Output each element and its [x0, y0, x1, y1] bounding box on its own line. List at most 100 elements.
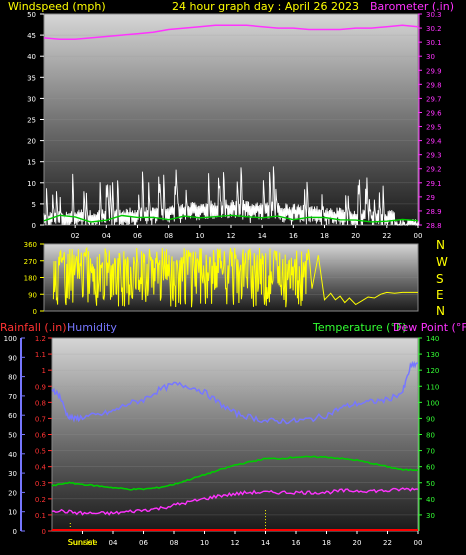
humidity-y-tick-label: 90	[8, 354, 17, 362]
wind-y-tick-label: 0	[32, 222, 36, 230]
barometer-label: Barometer (.in)	[370, 0, 454, 13]
wind-y-tick-label: 25	[27, 117, 36, 125]
dynamic-marks: 0510152025303540455028.828.92929.129.229…	[4, 11, 443, 547]
temp-x-tick-label: 08	[170, 539, 179, 547]
windspeed-line	[43, 166, 420, 227]
wind-y-tick-label: 35	[27, 74, 36, 82]
compass-n-bottom: N	[436, 304, 445, 318]
wind-x-tick-label: 14	[258, 232, 267, 240]
temperature-label: Temperature (°F)	[312, 321, 407, 334]
temp-y-tick-label: 30	[426, 512, 435, 520]
humidity-y-tick-label: 60	[8, 412, 17, 420]
wind-y-tick-label: 5	[32, 201, 36, 209]
temp-x-tick-label: 14	[261, 539, 270, 547]
direction-y-tick-label: 360	[24, 241, 37, 249]
graph-title: 24 hour graph day : April 26 2023	[172, 0, 359, 13]
sunset-label: Sunset	[68, 538, 95, 547]
baro-y-tick-label: 30.1	[426, 39, 442, 47]
humidity-y-tick-label: 80	[8, 374, 17, 382]
wind-y-tick-label: 50	[27, 11, 36, 19]
wind-y-tick-label: 30	[27, 95, 36, 103]
rain-y-tick-label: 0.6	[35, 432, 47, 440]
humidity-y-tick-label: 40	[8, 451, 17, 459]
humidity-y-tick-label: 0	[13, 528, 17, 536]
baro-y-tick-label: 29.7	[426, 95, 442, 103]
rainfall-label: Rainfall (.in)	[0, 321, 67, 334]
compass-e: E	[436, 288, 444, 302]
temp-y-tick-label: 120	[426, 367, 439, 375]
windspeed-label: Windspeed (mph)	[8, 0, 106, 13]
wind-x-tick-label: 08	[164, 232, 173, 240]
wind-x-tick-label: 16	[289, 232, 298, 240]
wind-x-tick-label: 10	[195, 232, 204, 240]
temp-x-tick-label: 00	[414, 539, 423, 547]
wind-y-tick-label: 15	[27, 159, 36, 167]
wind-x-tick-label: 20	[351, 232, 360, 240]
humidity-y-tick-label: 10	[8, 509, 17, 517]
baro-y-tick-label: 29.8	[426, 81, 442, 89]
compass-n-top: N	[436, 238, 445, 252]
temp-y-tick-label: 80	[426, 432, 435, 440]
humidity-y-tick-label: 50	[8, 432, 17, 440]
humidity-y-tick-label: 100	[4, 335, 17, 343]
temp-x-tick-label: 04	[109, 539, 118, 547]
humidity-line	[51, 360, 418, 425]
temp-x-tick-label: 16	[292, 539, 301, 547]
rain-y-tick-label: 0.1	[35, 512, 46, 520]
wind-x-tick-label: 04	[102, 232, 111, 240]
rain-y-tick-label: 0.5	[35, 448, 46, 456]
compass-s: S	[436, 272, 444, 286]
rain-y-tick-label: 0.9	[35, 383, 46, 391]
barometer-line	[43, 24, 419, 41]
temp-y-tick-label: 110	[426, 383, 439, 391]
temp-y-tick-label: 90	[426, 415, 435, 423]
wind-x-tick-label: 22	[382, 232, 391, 240]
rain-y-tick-label: 1	[42, 367, 46, 375]
dewpoint-label: Dew Point (°F)	[393, 321, 466, 334]
dewpoint-line	[51, 487, 419, 516]
temperature-line	[51, 455, 419, 491]
baro-y-tick-label: 28.9	[426, 208, 442, 216]
temp-x-tick-label: 22	[383, 539, 392, 547]
direction-y-tick-label: 180	[24, 275, 37, 283]
baro-y-tick-label: 29	[426, 194, 435, 202]
temp-y-tick-label: 140	[426, 335, 439, 343]
wind-x-tick-label: 06	[133, 232, 142, 240]
wind-y-tick-label: 40	[27, 53, 36, 61]
temp-x-tick-label: 10	[200, 539, 209, 547]
rain-y-tick-label: 1.1	[35, 351, 46, 359]
wind-x-tick-label: 18	[320, 232, 329, 240]
wind-average-line	[43, 214, 419, 223]
temp-x-tick-label: 18	[322, 539, 331, 547]
baro-y-tick-label: 29.9	[426, 67, 442, 75]
baro-y-tick-label: 30.2	[426, 25, 442, 33]
baro-y-tick-label: 28.8	[426, 222, 442, 230]
compass-w: W	[436, 255, 448, 269]
rain-y-tick-label: 0.7	[35, 415, 46, 423]
rain-y-tick-label: 0.4	[35, 464, 47, 472]
temp-y-tick-label: 130	[426, 351, 439, 359]
wind-y-tick-label: 45	[27, 32, 36, 40]
baro-y-tick-label: 29.1	[426, 180, 442, 188]
temp-x-tick-label: 06	[139, 539, 148, 547]
rain-y-tick-label: 0	[42, 528, 46, 536]
temp-x-tick-label: 20	[353, 539, 362, 547]
humidity-y-tick-label: 30	[8, 470, 17, 478]
baro-y-tick-label: 29.3	[426, 152, 442, 160]
baro-y-tick-label: 30	[426, 53, 435, 61]
direction-y-tick-label: 0	[33, 308, 37, 316]
temp-y-tick-label: 70	[426, 448, 435, 456]
wind-y-tick-label: 20	[27, 138, 36, 146]
humidity-y-tick-label: 20	[8, 489, 17, 497]
baro-y-tick-label: 29.6	[426, 109, 442, 117]
rain-y-tick-label: 0.2	[35, 496, 46, 504]
humidity-label: Humidity	[67, 321, 117, 334]
temp-x-tick-label: 12	[231, 539, 240, 547]
rain-y-tick-label: 0.8	[35, 399, 46, 407]
baro-y-tick-label: 29.5	[426, 124, 442, 132]
baro-y-tick-label: 30.3	[426, 11, 442, 19]
temp-y-tick-label: 60	[426, 464, 435, 472]
wind-x-tick-label: 00	[414, 232, 423, 240]
baro-y-tick-label: 29.4	[426, 138, 442, 146]
